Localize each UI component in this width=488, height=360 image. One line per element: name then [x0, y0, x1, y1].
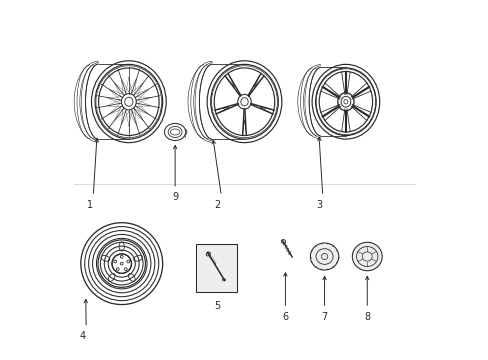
Text: 5: 5 — [213, 301, 220, 311]
Ellipse shape — [164, 123, 185, 140]
Text: 8: 8 — [364, 312, 369, 321]
Text: 2: 2 — [214, 199, 221, 210]
Text: 1: 1 — [86, 199, 93, 210]
Bar — [196, 244, 237, 292]
Ellipse shape — [310, 243, 338, 270]
Text: 9: 9 — [172, 193, 178, 202]
Text: 3: 3 — [316, 199, 322, 210]
Ellipse shape — [281, 239, 285, 243]
Text: 4: 4 — [80, 331, 85, 341]
Text: 7: 7 — [321, 312, 327, 321]
Text: 6: 6 — [282, 312, 288, 321]
Ellipse shape — [351, 242, 382, 271]
